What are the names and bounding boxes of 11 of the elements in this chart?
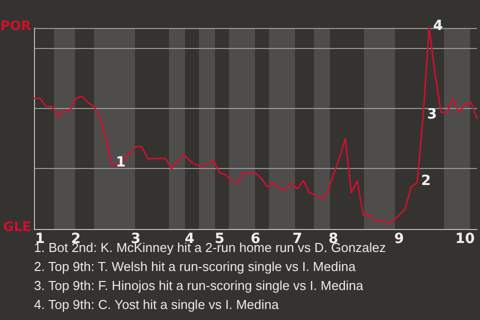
text: 2. Top 9th: T. Welsh hit a run-scoring single vs I. Medina [34,259,356,274]
x-tick-label: 9 [394,231,404,247]
x-tick-label: 7 [292,231,302,247]
annotation: 4 [433,18,444,34]
text: 3. Top 9th: F. Hinojos hit a run-scoring single vs I. Medina [34,278,364,293]
x-tick-label: 10 [455,231,476,247]
annotation: 2 [421,172,431,189]
text: 4. Top 9th: C. Yost hit a single vs I. Medina [34,297,280,312]
annotation: 3 [427,106,437,122]
text: GLE [3,220,32,235]
text: POR [0,19,32,34]
